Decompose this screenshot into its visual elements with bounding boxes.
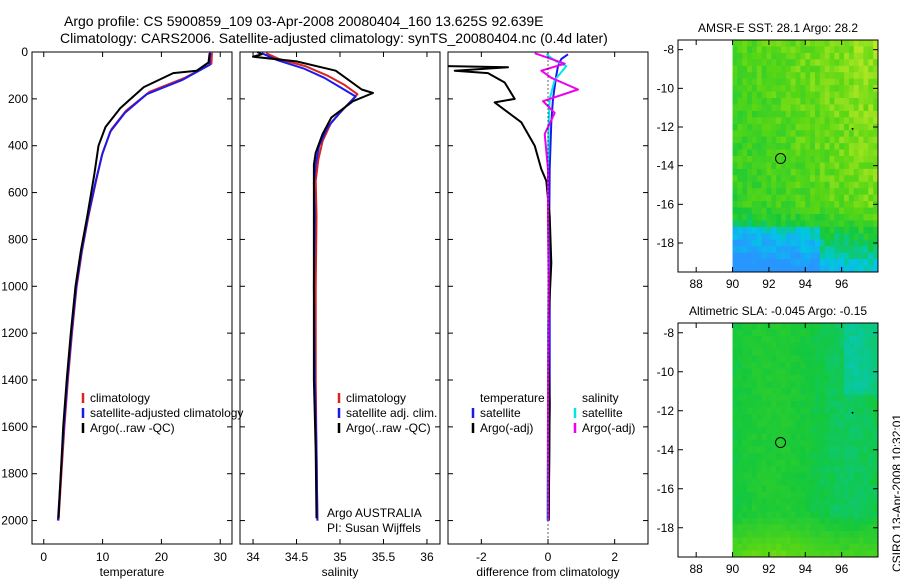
altimetric-sla-ytick-label: -10	[657, 365, 675, 379]
altimetric-sla-xtick-label: 94	[799, 562, 813, 576]
diff-legend-temp-satellite: satellite	[480, 406, 521, 420]
amsre-sst-xtick-label: 90	[726, 277, 740, 291]
amsre-sst-ytick-label: -12	[657, 120, 675, 134]
amsre-sst-point	[851, 127, 854, 130]
amsre-sst-xtick-label: 88	[690, 277, 704, 291]
altimetric-sla-xtick-label: 92	[762, 562, 776, 576]
temperature-series-satellite	[56, 51, 212, 521]
amsre-sst-ytick-label: -14	[657, 159, 675, 173]
amsre-sst-frame	[677, 39, 879, 273]
altimetric-sla-ytick-label: -16	[657, 482, 675, 496]
temperature-xtick-label: 30	[214, 550, 228, 564]
diff-legend-sal-satellite: satellite	[582, 406, 623, 420]
difference-xtick-label: 0	[545, 550, 552, 564]
pressure-tick-label: 200	[8, 92, 28, 106]
difference-series-argo_salinity	[534, 52, 579, 521]
pressure-tick-label: 1600	[1, 420, 28, 434]
pressure-tick-label: 1000	[1, 279, 28, 293]
salinity-xtick-label: 35	[333, 550, 347, 564]
altimetric-sla-ytick-label: -14	[657, 443, 675, 457]
amsre-sst-ytick-label: -16	[657, 197, 675, 211]
salinity-series-satellite	[261, 52, 357, 521]
climatology-title: Climatology: CARS2006. Satellite-adjuste…	[60, 30, 608, 46]
difference-series-satellite	[547, 53, 569, 521]
amsre-sst-field	[732, 40, 878, 272]
temperature-frame	[31, 51, 233, 545]
altimetric-sla-field	[732, 323, 878, 557]
altimetric-sla-xtick-label: 90	[726, 562, 740, 576]
altimetric-sla-xtick-label: 96	[835, 562, 849, 576]
pressure-tick-label: 600	[8, 186, 28, 200]
pressure-tick-label: 1400	[1, 373, 28, 387]
pressure-tick-label: 1800	[1, 467, 28, 481]
difference-xtick-label: -2	[476, 550, 487, 564]
diff-legend-sal-argo: Argo(-adj)	[582, 421, 635, 435]
temperature-xtick-label: 0	[40, 550, 47, 564]
amsre-sst-xtick-label: 96	[835, 277, 849, 291]
salinity-frame	[239, 51, 441, 545]
temp-legend-argo: Argo(..raw -QC)	[90, 421, 175, 435]
altimetric-sla-ytick-label: -12	[657, 404, 675, 418]
altimetric-sla-argo-marker	[775, 437, 787, 449]
altimetric-sla-frame	[677, 322, 879, 558]
pressure-tick-label: 400	[8, 139, 28, 153]
pressure-tick-label: 800	[8, 232, 28, 246]
csiro-timestamp: CSIRO 13-Apr-2008 10:32:01	[890, 413, 900, 572]
temperature-xtick-label: 20	[155, 550, 169, 564]
temp-legend-climatology: climatology	[90, 391, 150, 405]
sal-legend-climatology: climatology	[346, 391, 406, 405]
amsre-sst-argo-marker	[775, 153, 787, 165]
temp-legend-satellite: satellite-adjusted climatology	[90, 406, 243, 420]
salinity-xtick-label: 36	[420, 550, 434, 564]
pi-label: PI: Susan Wijffels	[327, 521, 421, 535]
salinity-xtick-label: 34.5	[285, 550, 309, 564]
amsre-sst-title: AMSR-E SST: 28.1 Argo: 28.2	[698, 21, 858, 35]
temperature-series-argo	[57, 53, 211, 519]
sal-legend-argo: Argo(..raw -QC)	[346, 421, 431, 435]
pressure-tick-label: 1200	[1, 326, 28, 340]
pressure-tick-label: 2000	[1, 514, 28, 528]
amsre-sst-ytick-label: -10	[657, 81, 675, 95]
salinity-series-argo	[252, 51, 374, 519]
difference-xtick-label: 2	[611, 550, 618, 564]
amsre-sst-xtick-label: 92	[762, 277, 776, 291]
altimetric-sla-point	[851, 411, 854, 414]
altimetric-sla-xtick-label: 88	[690, 562, 704, 576]
diff-legend-temp-argo: Argo(-adj)	[480, 421, 533, 435]
difference-xlabel: difference from climatology	[476, 565, 619, 579]
pressure-tick-label: 0	[21, 45, 28, 59]
amsre-sst-ytick-label: -8	[663, 43, 674, 57]
diff-legend-temperature-title: temperature	[480, 391, 545, 405]
diff-legend-salinity-title: salinity	[582, 391, 619, 405]
altimetric-sla-ytick-label: -18	[657, 521, 675, 535]
difference-series-argo	[447, 65, 553, 521]
temperature-series-climatology	[57, 51, 213, 521]
salinity-xtick-label: 34	[246, 550, 260, 564]
salinity-xlabel: salinity	[322, 565, 359, 579]
temperature-xlabel: temperature	[100, 565, 165, 579]
salinity-xtick-label: 35.5	[372, 550, 396, 564]
temperature-xtick-label: 10	[96, 550, 110, 564]
salinity-series-climatology	[265, 52, 359, 521]
altimetric-sla-title: Altimetric SLA: -0.045 Argo: -0.15	[689, 304, 867, 318]
amsre-sst-ytick-label: -18	[657, 236, 675, 250]
altimetric-sla-ytick-label: -8	[663, 326, 674, 340]
argo-australia-label: Argo AUSTRALIA	[327, 506, 422, 520]
amsre-sst-xtick-label: 94	[799, 277, 813, 291]
profile-title: Argo profile: CS 5900859_109 03-Apr-2008…	[64, 13, 544, 29]
sal-legend-satellite: satellite adj. clim.	[346, 406, 437, 420]
